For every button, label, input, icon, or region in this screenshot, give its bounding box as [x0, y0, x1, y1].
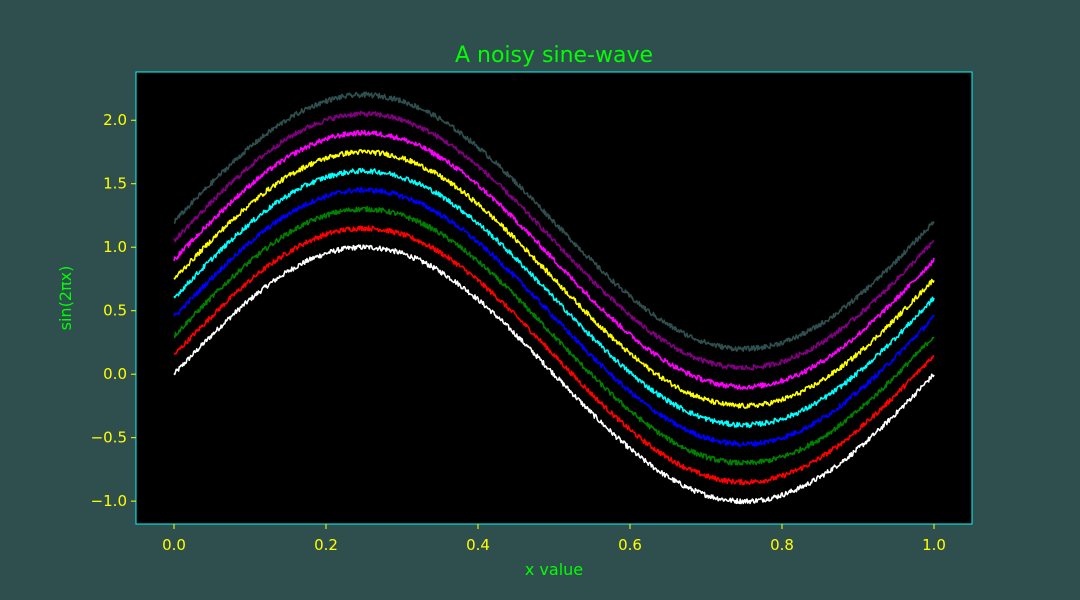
x-tick-label: 1.0	[922, 536, 946, 554]
series-line-1	[173, 225, 935, 486]
y-tick-label: −0.5	[91, 429, 127, 447]
series-line-3	[173, 186, 935, 448]
y-tick-label: 0.5	[103, 302, 127, 320]
series-line-7	[173, 110, 935, 371]
chart-title: A noisy sine-wave	[455, 43, 653, 68]
y-tick-label: 1.5	[103, 175, 127, 193]
y-axis-label: sin(2πx)	[56, 266, 75, 331]
y-tick-label: 2.0	[103, 111, 127, 129]
x-tick-label: 0.2	[314, 536, 338, 554]
y-tick-label: 0.0	[103, 365, 127, 383]
x-axis-label: x value	[525, 560, 583, 579]
y-tick-label: −1.0	[91, 492, 127, 510]
x-tick-label: 0.0	[162, 536, 186, 554]
x-tick-label: 0.4	[466, 536, 490, 554]
series-line-6	[173, 129, 935, 390]
y-tick-label: 1.0	[103, 238, 127, 256]
x-axis: 0.0 0.2 0.4 0.6 0.8 1.0	[162, 524, 946, 554]
series-line-4	[173, 167, 935, 429]
series-line-8	[173, 91, 935, 353]
series-line-0	[173, 244, 935, 505]
series-line-5	[173, 148, 935, 409]
x-tick-label: 0.8	[770, 536, 794, 554]
x-tick-label: 0.6	[618, 536, 642, 554]
plot-frame	[135, 71, 973, 525]
series-line-2	[173, 205, 935, 466]
y-axis: −1.0 −0.5 0.0 0.5 1.0 1.5 2.0	[91, 111, 136, 510]
series-layer	[173, 91, 935, 505]
